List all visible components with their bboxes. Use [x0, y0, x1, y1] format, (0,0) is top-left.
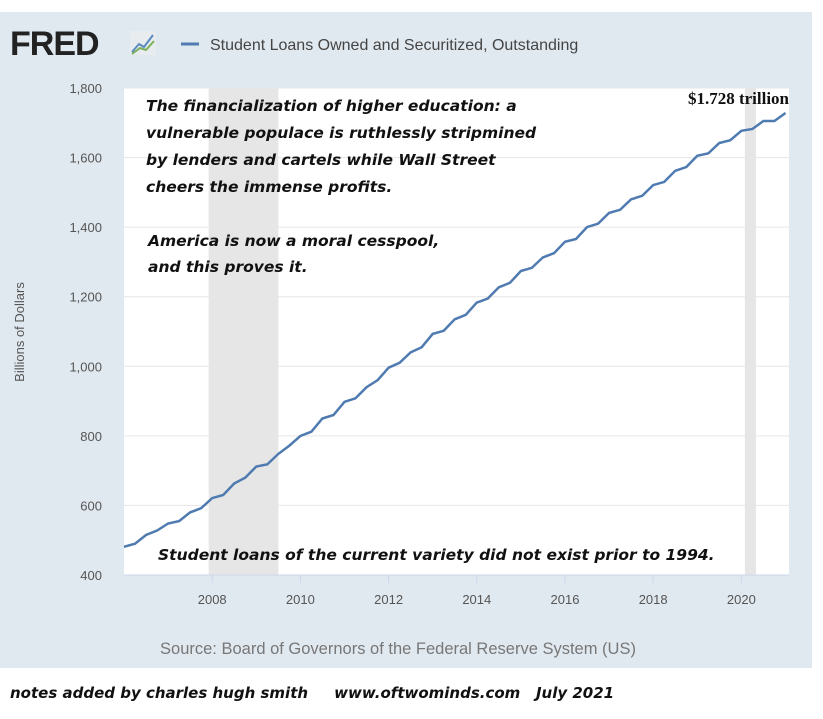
annotation-bottom: Student loans of the current variety did…: [158, 546, 715, 564]
series-title: Student Loans Owned and Securitized, Out…: [210, 37, 578, 54]
y-tick-label: 800: [80, 429, 102, 444]
footer-date: July 2021: [535, 684, 615, 702]
x-tick-label: 2012: [374, 592, 403, 607]
fred-chart-logo-icon: [130, 31, 156, 55]
y-tick-label: 1,000: [69, 359, 102, 374]
x-tick-label: 2020: [727, 592, 756, 607]
annotation-second: America is now a moral cesspool, and this…: [147, 232, 439, 276]
y-axis-label: Billions of Dollars: [12, 282, 27, 382]
annotation-line: The financialization of higher education…: [146, 97, 517, 115]
annotation-main: The financialization of higher education…: [146, 97, 537, 196]
x-tick-label: 2008: [198, 592, 227, 607]
x-tick-label: 2014: [462, 592, 491, 607]
header: FRED Student Loans Owned and Securitized…: [10, 25, 578, 63]
footer: notes added by charles hugh smith www.of…: [10, 684, 614, 702]
footer-note: notes added by charles hugh smith: [10, 684, 309, 702]
x-tick-label: 2016: [551, 592, 580, 607]
annotation-line: and this proves it.: [148, 258, 308, 276]
recession-shading: [208, 88, 279, 575]
annotation-line: America is now a moral cesspool,: [147, 232, 439, 250]
fred-logo[interactable]: FRED: [10, 25, 100, 63]
last-value-label: $1.728 trillion: [688, 89, 790, 108]
source-text: Source: Board of Governors of the Federa…: [160, 640, 636, 658]
recession-shading: [744, 88, 756, 575]
annotation-line: by lenders and cartels while Wall Street: [146, 151, 496, 169]
annotation-line: cheers the immense profits.: [146, 178, 392, 196]
series-line: [123, 111, 787, 549]
footer-site[interactable]: www.oftwominds.com: [334, 684, 521, 702]
y-tick-label: 600: [80, 498, 102, 513]
y-tick-label: 1,600: [69, 151, 102, 166]
y-tick-label: 400: [80, 568, 102, 583]
y-tick-label: 1,200: [69, 290, 102, 305]
x-tick-label: 2018: [639, 592, 668, 607]
y-tick-label: 1,800: [69, 81, 102, 96]
x-tick-label: 2010: [286, 592, 315, 607]
annotation-line: vulnerable populace is ruthlessly stripm…: [146, 124, 537, 142]
y-tick-label: 1,400: [69, 220, 102, 235]
